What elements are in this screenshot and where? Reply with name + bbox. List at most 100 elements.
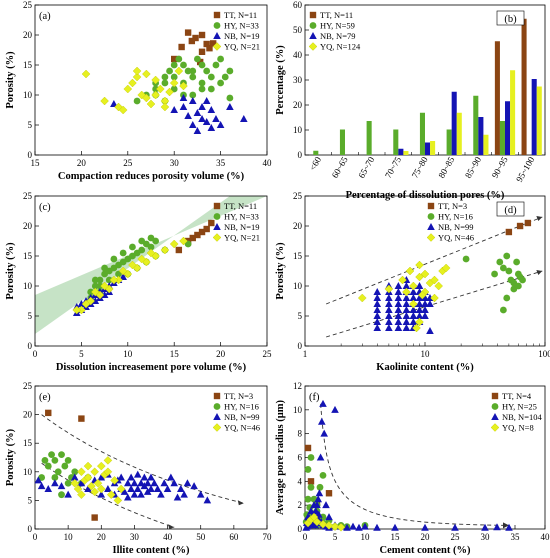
point-NB <box>127 473 135 481</box>
bar-HY <box>446 129 452 155</box>
x-tick-label: 10 <box>421 349 431 359</box>
legend-entry: TT, N=11 <box>224 201 257 211</box>
point-NB <box>117 473 125 481</box>
point-NB <box>167 473 175 481</box>
point-NB <box>316 453 325 461</box>
point-YQ <box>91 287 100 297</box>
x-tick-label: 0 <box>33 349 38 359</box>
x-tick-label: 25 <box>263 349 273 359</box>
point-TT <box>171 55 178 63</box>
point-NB <box>373 306 382 313</box>
point-NB <box>147 473 155 481</box>
point-TT <box>505 228 513 236</box>
point-NB <box>385 306 393 313</box>
point-NB <box>310 501 318 509</box>
x-tick-label: 15 <box>170 349 180 359</box>
point-NB <box>402 294 411 301</box>
legend-marker-HY <box>491 403 499 410</box>
x-axis-label: Compaction reduces porosity volume (%) <box>58 171 245 182</box>
point-HY <box>503 294 511 302</box>
point-NB <box>57 482 66 490</box>
point-NB <box>137 479 145 487</box>
point-NB <box>373 312 382 319</box>
point-YQ <box>97 484 106 494</box>
point-NB <box>402 324 411 331</box>
point-TT <box>194 231 201 239</box>
point-YQ <box>109 275 119 285</box>
x-tick-label: 10 <box>361 532 371 542</box>
y-tick-label: 25 <box>23 191 33 201</box>
legend-marker-NB <box>213 413 221 420</box>
point-TT <box>91 514 98 521</box>
point-NB <box>451 523 459 531</box>
point-NB <box>130 479 139 487</box>
point-NB <box>385 300 393 307</box>
point-HY <box>64 479 72 487</box>
point-YQ <box>110 476 119 485</box>
x-tick-label: <60 <box>307 155 323 173</box>
legend-entry: NB, N=19 <box>224 222 260 232</box>
point-YQ <box>398 275 407 285</box>
point-YQ <box>146 248 156 258</box>
point-YQ <box>160 245 170 255</box>
point-NB <box>198 115 206 122</box>
point-NB <box>373 300 382 307</box>
point-NB <box>140 473 149 481</box>
point-HY <box>189 91 197 99</box>
lower-trend-line <box>41 462 175 528</box>
x-tick-label: 40 <box>263 158 273 168</box>
point-YQ <box>409 299 418 309</box>
point-TT <box>196 58 204 66</box>
point-NB <box>127 484 135 492</box>
point-YQ <box>165 87 174 97</box>
trend-arrowhead <box>168 524 175 530</box>
point-NB <box>179 103 188 110</box>
point-HY <box>189 67 197 75</box>
x-tick-label: 30 <box>481 532 491 542</box>
point-NB <box>421 300 429 307</box>
x-tick-label: 25 <box>123 158 133 168</box>
bar-HY <box>419 112 425 155</box>
point-NB <box>240 115 248 122</box>
point-TT <box>189 234 196 242</box>
bar-NB <box>425 142 431 155</box>
point-NB <box>325 513 333 521</box>
point-NB <box>315 489 324 497</box>
point-YQ <box>430 275 439 285</box>
point-HY <box>161 79 169 87</box>
point-NB <box>173 493 182 501</box>
point-YQ <box>318 519 328 529</box>
point-YQ <box>415 260 424 270</box>
point-HY <box>203 67 211 75</box>
point-NB <box>198 103 206 110</box>
y-tick-label: 2 <box>298 500 303 510</box>
legend-marker-NB <box>213 32 221 39</box>
y-tick-label: 4 <box>298 476 303 486</box>
point-HY <box>226 94 234 102</box>
point-HY <box>133 97 141 105</box>
point-NB <box>312 507 320 515</box>
point-YQ <box>151 75 160 85</box>
point-NB <box>394 312 403 319</box>
legend-marker-YQ <box>212 233 222 242</box>
x-tick-label: 30 <box>170 158 180 168</box>
point-TT <box>188 37 196 45</box>
point-NB <box>64 490 72 498</box>
point-TT <box>198 48 206 55</box>
legend-marker-YQ <box>308 42 318 51</box>
point-NB <box>119 273 127 280</box>
bar-HY <box>473 95 479 155</box>
y-tick-label: 25 <box>23 381 33 391</box>
point-HY <box>175 55 183 63</box>
y-tick-label: 40 <box>293 50 303 60</box>
point-NB <box>426 300 434 307</box>
point-YQ <box>87 481 96 491</box>
legend-entry: YQ, N=21 <box>224 233 260 243</box>
y-tick-label: 5 <box>28 495 33 505</box>
point-NB <box>415 312 424 319</box>
y-tick-label: 5 <box>298 311 303 321</box>
point-NB <box>133 470 142 478</box>
point-NB <box>51 479 59 487</box>
x-tick-label: 0 <box>33 532 38 542</box>
x-tick-label: 70~75 <box>383 155 403 180</box>
